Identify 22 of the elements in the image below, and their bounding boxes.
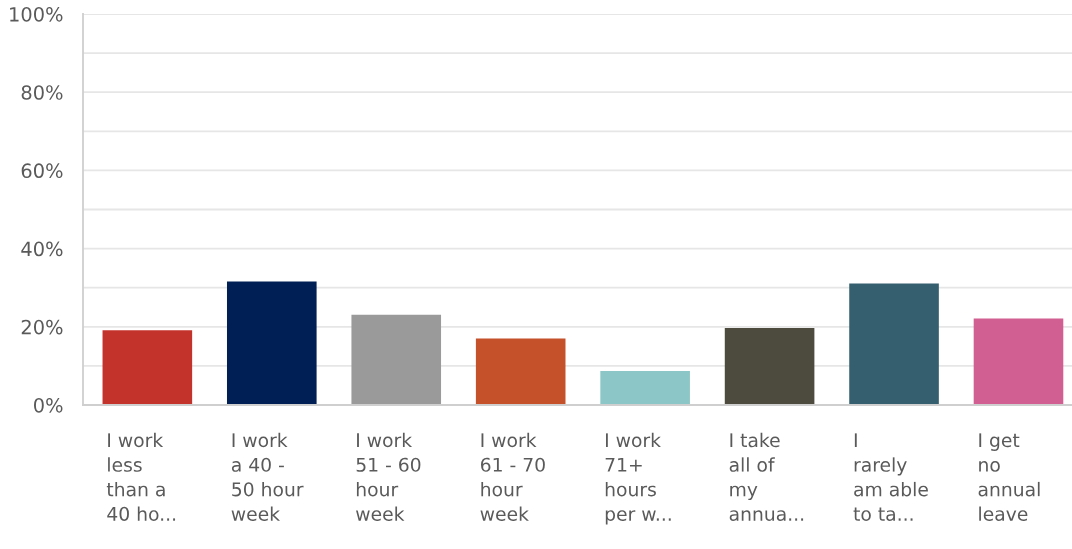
x-tick-label: I rarely am able to ta... xyxy=(853,433,928,521)
x-tick-label: I work 71+ hours per w... xyxy=(605,432,671,525)
y-tick-label: 0% xyxy=(33,397,63,413)
bar xyxy=(849,283,939,405)
y-tick-label: 80% xyxy=(21,85,63,100)
x-tick-label: I get no annual leave xyxy=(978,433,1040,521)
bar xyxy=(475,338,566,405)
bar xyxy=(351,314,442,405)
x-tick-label: I work a 40 - 50 hour week xyxy=(231,432,304,521)
bar xyxy=(973,318,1064,405)
bar xyxy=(226,281,317,405)
x-tick-label: I work less than a 40 ho... xyxy=(106,432,176,521)
x-tick-label: I take all of my annua... xyxy=(729,432,804,521)
bar xyxy=(724,327,815,405)
y-tick-label: 60% xyxy=(21,163,63,179)
bar xyxy=(102,330,193,405)
y-tick-label: 20% xyxy=(21,319,63,335)
x-tick-label: I work 61 - 70 hour week xyxy=(480,432,545,521)
y-tick-label: 100% xyxy=(10,6,63,22)
bar xyxy=(600,370,690,405)
y-tick-label: 40% xyxy=(21,241,63,257)
x-tick-label: I work 51 - 60 hour week xyxy=(356,432,421,521)
